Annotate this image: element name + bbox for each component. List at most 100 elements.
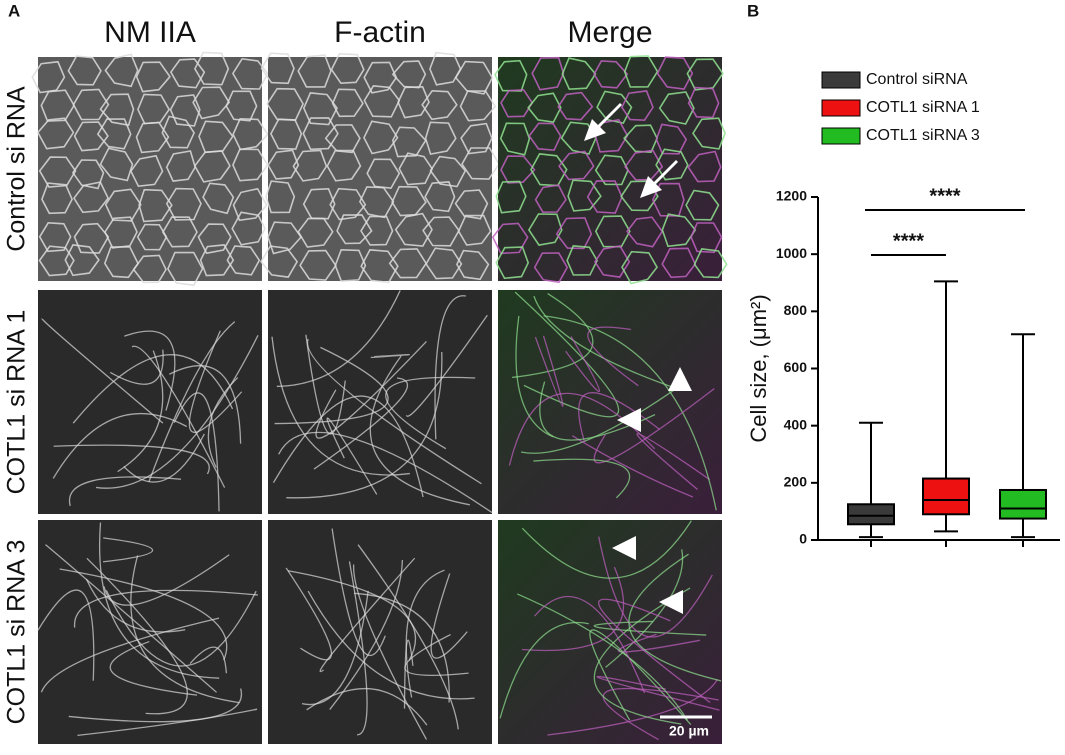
cell-outline [197, 223, 232, 255]
cell-outline [330, 52, 365, 85]
cell-edge [278, 431, 493, 514]
cell-edge [68, 476, 182, 507]
cell-outline [231, 57, 269, 90]
cell-outline [655, 123, 688, 155]
cell-outline [302, 92, 338, 126]
cell-outline [199, 244, 235, 277]
cell-edge [543, 315, 717, 511]
cell-outline [531, 56, 565, 91]
cell-edge [123, 433, 205, 483]
row-label: COTL1 si RNA 3 [3, 540, 31, 725]
y-tick-label: 800 [784, 302, 808, 318]
y-tick-label: 600 [784, 359, 808, 375]
cell-edge [124, 330, 176, 411]
cell-edge [313, 377, 408, 470]
cell-outline [73, 121, 109, 152]
cell-outline [461, 147, 500, 180]
cell-edge [434, 295, 466, 440]
panel-label: A [8, 1, 20, 20]
cell-outline [527, 92, 562, 123]
cell-outline [424, 121, 457, 156]
cell-outline [260, 52, 295, 85]
column-header: NM IIA [104, 16, 196, 49]
cell-edge [598, 536, 713, 638]
cell-outline [132, 254, 167, 284]
cell-outline [104, 53, 139, 88]
cell-outline [459, 90, 497, 122]
cell-edge [274, 346, 389, 425]
cell-outline [558, 150, 595, 181]
cell-edge [521, 520, 692, 579]
arrowhead [668, 367, 692, 391]
cell-outline [394, 212, 433, 247]
cell-outline [129, 154, 164, 188]
cell-outline [360, 215, 394, 246]
cell-outline [297, 54, 332, 88]
column-header: F-actin [334, 16, 426, 49]
cell-outline [103, 246, 139, 279]
cell-edge [533, 458, 630, 499]
column-header: Merge [567, 16, 652, 49]
cell-outline [71, 159, 105, 190]
cell-outline [690, 222, 723, 254]
box [847, 503, 895, 526]
cell-outline [104, 216, 138, 249]
cell-outline [331, 88, 364, 118]
cell-edge [59, 568, 228, 661]
cell-edge [286, 351, 443, 499]
y-tick-label: 0 [799, 531, 807, 547]
cell-outline [292, 149, 328, 182]
cell-edge [534, 595, 646, 694]
legend-swatch [821, 71, 861, 89]
cell-edge [98, 522, 220, 679]
cell-edge [169, 365, 242, 444]
cell-outline [692, 117, 726, 150]
cell-edge [547, 679, 718, 736]
cell-outline [495, 246, 530, 280]
cell-outline [202, 182, 235, 215]
cell-edge [534, 335, 564, 407]
cell-edge [593, 587, 691, 725]
cell-outline [193, 149, 231, 183]
cell-outline [555, 217, 593, 250]
cell-outline [198, 120, 234, 154]
cell-outline [596, 90, 633, 125]
cell-edge [403, 639, 414, 709]
y-tick-label: 400 [784, 416, 808, 432]
cell-edge [628, 553, 722, 682]
cell-outline [167, 251, 204, 287]
cell-edge [105, 590, 257, 667]
cell-edge [512, 292, 594, 379]
cell-outline [560, 121, 597, 155]
cell-edge [207, 377, 239, 468]
cell-edge [131, 345, 226, 488]
cell-edge [353, 564, 428, 740]
cell-edge [53, 444, 210, 475]
row-label: COTL1 si RNA 1 [3, 310, 31, 495]
cell-edge [305, 334, 346, 435]
cell-edge [301, 590, 369, 706]
cell-edge [37, 589, 95, 681]
cell-outline [491, 222, 529, 255]
y-tick-label: 1200 [776, 188, 807, 204]
cell-outline [626, 216, 664, 248]
cell-outline [72, 88, 110, 121]
cell-outline [528, 122, 562, 152]
cell-outline [267, 221, 303, 255]
cell-edge [188, 330, 243, 433]
cell-outline [193, 51, 230, 86]
cell-outline [324, 124, 361, 154]
cell-outline [499, 122, 531, 156]
panel-label: B [747, 1, 759, 20]
cell-outline [454, 189, 489, 220]
cell-outline [527, 213, 563, 246]
cell-edge [348, 561, 368, 736]
cell-outline [623, 55, 659, 88]
cell-outline [686, 58, 724, 91]
cell-edge [514, 291, 620, 418]
cell-outline [460, 122, 493, 155]
cell-outline [557, 91, 594, 121]
cell-outline [495, 180, 527, 214]
cell-outline [620, 90, 654, 122]
cell-outline [165, 150, 197, 182]
